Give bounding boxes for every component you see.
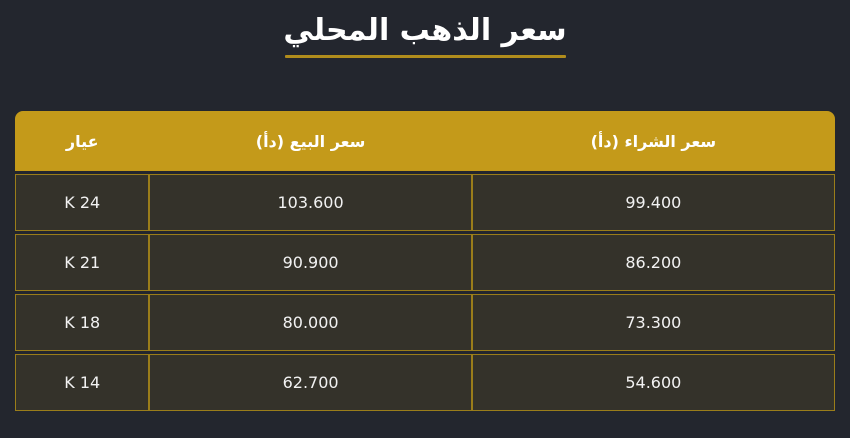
cell-sell: 90.900 [149,234,472,291]
cell-sell: 80.000 [149,294,472,351]
cell-karat: 24 K [15,174,150,231]
table-header-row: عيار سعر البيع (دأ) سعر الشراء (دأ) [15,111,835,171]
price-table-body: 24 K 103.600 99.400 21 K 90.900 86.200 18 K 80.… [15,174,835,411]
column-header-sell-price: سعر البيع (دأ) [149,111,472,171]
cell-buy: 86.200 [471,234,835,291]
gold-price-table: عيار سعر البيع (دأ) سعر الشراء (دأ) 24 K… [15,108,835,414]
column-header-karat: عيار [15,111,150,171]
table-row: 18 K 80.000 73.300 [15,294,835,351]
cell-buy: 73.300 [471,294,835,351]
column-header-buy-price: سعر الشراء (دأ) [471,111,835,171]
page-title: سعر الذهب المحلي [283,13,567,48]
cell-buy: 99.400 [471,174,835,231]
cell-karat: 21 K [15,234,150,291]
cell-buy: 54.600 [471,354,835,411]
cell-karat: 18 K [15,294,150,351]
table-row: 24 K 103.600 99.400 [15,174,835,231]
table-row: 14 K 62.700 54.600 [15,354,835,411]
title-underline [284,55,566,58]
table-row: 21 K 90.900 86.200 [15,234,835,291]
cell-karat: 14 K [15,354,150,411]
cell-sell: 103.600 [149,174,472,231]
cell-sell: 62.700 [149,354,472,411]
